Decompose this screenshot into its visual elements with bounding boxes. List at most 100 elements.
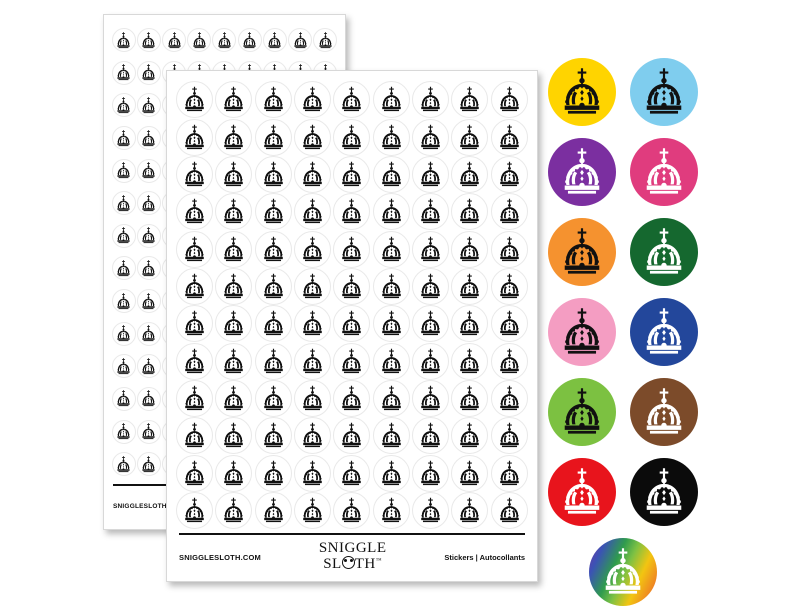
crown-sticker[interactable] [333, 193, 371, 231]
sticker-cell[interactable] [293, 380, 332, 418]
sticker-cell[interactable] [372, 305, 411, 343]
sticker-cell[interactable] [111, 252, 136, 285]
crown-sticker[interactable] [372, 342, 410, 380]
crown-sticker[interactable] [333, 230, 371, 268]
sticker-cell[interactable] [490, 118, 529, 156]
crown-sticker[interactable] [176, 155, 214, 193]
color-swatch-brown[interactable] [630, 378, 698, 446]
crown-sticker[interactable] [294, 305, 332, 343]
sticker-cell[interactable] [490, 81, 529, 119]
crown-sticker[interactable] [136, 158, 161, 183]
crown-sticker[interactable] [451, 492, 489, 530]
sticker-cell[interactable] [293, 342, 332, 380]
crown-sticker[interactable] [490, 118, 528, 156]
sticker-cell[interactable] [450, 230, 489, 268]
sticker-cell[interactable] [372, 193, 411, 231]
sticker-cell[interactable] [175, 417, 214, 455]
sticker-cell[interactable] [332, 492, 371, 530]
color-swatch-red[interactable] [548, 458, 616, 526]
sticker-cell[interactable] [411, 417, 450, 455]
sticker-cell[interactable] [175, 342, 214, 380]
sticker-cell[interactable] [332, 305, 371, 343]
sticker-cell[interactable] [450, 417, 489, 455]
crown-sticker[interactable] [136, 452, 161, 477]
sticker-cell[interactable] [372, 155, 411, 193]
sticker-cell[interactable] [411, 118, 450, 156]
sticker-cell[interactable] [490, 342, 529, 380]
crown-sticker[interactable] [333, 118, 371, 156]
crown-sticker[interactable] [215, 193, 253, 231]
crown-sticker[interactable] [372, 155, 410, 193]
crown-sticker[interactable] [176, 230, 214, 268]
crown-sticker[interactable] [490, 81, 528, 119]
crown-sticker[interactable] [111, 419, 136, 444]
crown-sticker[interactable] [313, 28, 338, 53]
sticker-cell[interactable] [161, 24, 187, 57]
crown-sticker[interactable] [176, 268, 214, 306]
sticker-cell[interactable] [136, 122, 161, 155]
crown-sticker[interactable] [111, 321, 136, 346]
crown-sticker[interactable] [372, 230, 410, 268]
sticker-cell[interactable] [293, 492, 332, 530]
sticker-cell[interactable] [372, 454, 411, 492]
sticker-cell[interactable] [450, 118, 489, 156]
sticker-cell[interactable] [490, 417, 529, 455]
sticker-cell[interactable] [450, 193, 489, 231]
sticker-cell[interactable] [332, 268, 371, 306]
sticker-cell[interactable] [332, 118, 371, 156]
crown-sticker[interactable] [294, 268, 332, 306]
sticker-cell[interactable] [136, 252, 161, 285]
sticker-cell[interactable] [175, 380, 214, 418]
crown-sticker[interactable] [333, 454, 371, 492]
crown-sticker[interactable] [288, 28, 313, 53]
sticker-cell[interactable] [411, 230, 450, 268]
crown-sticker[interactable] [294, 342, 332, 380]
sticker-cell[interactable] [262, 24, 287, 57]
crown-sticker[interactable] [451, 193, 489, 231]
crown-sticker[interactable] [372, 492, 410, 530]
sticker-cell[interactable] [214, 417, 253, 455]
sticker-cell[interactable] [411, 305, 450, 343]
crown-sticker[interactable] [451, 81, 489, 119]
crown-sticker[interactable] [490, 230, 528, 268]
sticker-cell[interactable] [372, 230, 411, 268]
color-swatch-dark-green[interactable] [630, 218, 698, 286]
sticker-cell[interactable] [111, 154, 136, 187]
crown-sticker[interactable] [490, 417, 528, 455]
crown-sticker[interactable] [333, 417, 371, 455]
sticker-cell[interactable] [111, 285, 136, 318]
crown-sticker[interactable] [254, 155, 292, 193]
crown-sticker[interactable] [176, 417, 214, 455]
sticker-cell[interactable] [214, 380, 253, 418]
sticker-cell[interactable] [111, 415, 136, 448]
crown-sticker[interactable] [176, 305, 214, 343]
crown-sticker[interactable] [451, 268, 489, 306]
sticker-cell[interactable] [254, 230, 293, 268]
sticker-cell[interactable] [411, 155, 450, 193]
sticker-cell[interactable] [212, 24, 237, 57]
sticker-cell[interactable] [214, 155, 253, 193]
sticker-cell[interactable] [254, 268, 293, 306]
crown-sticker[interactable] [215, 380, 253, 418]
sticker-cell[interactable] [187, 24, 212, 57]
sticker-cell[interactable] [450, 155, 489, 193]
sticker-cell[interactable] [136, 89, 161, 122]
sticker-cell[interactable] [111, 220, 136, 253]
sticker-cell[interactable] [175, 81, 214, 119]
sticker-cell[interactable] [372, 380, 411, 418]
sticker-cell[interactable] [450, 81, 489, 119]
crown-sticker[interactable] [451, 454, 489, 492]
sticker-cell[interactable] [175, 305, 214, 343]
sticker-cell[interactable] [411, 492, 450, 530]
sticker-cell[interactable] [490, 193, 529, 231]
sticker-cell[interactable] [490, 454, 529, 492]
crown-sticker[interactable] [262, 28, 287, 53]
crown-sticker[interactable] [136, 256, 161, 281]
sticker-cell[interactable] [136, 24, 161, 57]
sticker-cell[interactable] [254, 155, 293, 193]
sticker-cell[interactable] [411, 268, 450, 306]
sticker-cell[interactable] [490, 268, 529, 306]
crown-sticker[interactable] [176, 193, 214, 231]
sticker-cell[interactable] [372, 417, 411, 455]
sticker-cell[interactable] [332, 230, 371, 268]
